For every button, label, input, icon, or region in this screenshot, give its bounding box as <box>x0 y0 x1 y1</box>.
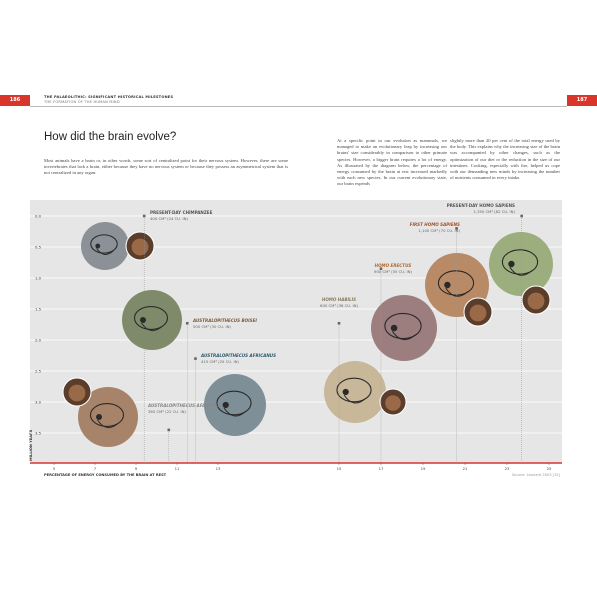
skull <box>336 377 372 403</box>
rule <box>30 106 567 107</box>
jaw <box>392 331 416 341</box>
skull <box>501 249 539 275</box>
species-name: PRESENT-DAY HOMO SAPIENS <box>447 203 515 208</box>
brain-size: 400 CM³ (24 CU. IN) <box>150 216 188 221</box>
paragraph: At a specific point in our evolution as … <box>337 138 447 187</box>
brain-size: 415 CM³ (25 CU. IN) <box>201 359 239 364</box>
jaw <box>97 419 119 428</box>
x-tick-label: 7 <box>94 466 97 471</box>
subsection-title: THE FORMATION OF THE HUMAN MIND <box>44 100 120 104</box>
skull <box>437 270 475 296</box>
y-tick-label: 0.0 <box>35 213 42 218</box>
species-circle <box>489 232 553 296</box>
x-tick-label: 17 <box>379 466 384 471</box>
jaw <box>223 407 247 417</box>
jaw <box>445 287 469 297</box>
point <box>455 227 458 230</box>
eye-socket <box>342 388 349 396</box>
species-name: AUSTRALOPITHECUS AFARENSIS <box>147 403 222 408</box>
page-number: 186 <box>0 95 30 106</box>
section-title: THE PALAEOLITHIC: SIGNIFICANT HISTORICAL… <box>44 95 174 99</box>
skull <box>90 234 118 254</box>
photo-face <box>469 304 487 322</box>
species-name: PRESENT-DAY CHIMPANZEE <box>150 210 213 215</box>
skull <box>89 403 125 427</box>
y-tick-label: 1.0 <box>35 275 42 280</box>
eye-socket <box>444 281 451 289</box>
species-name: AUSTRALOPITHECUS BOISEI <box>192 318 257 323</box>
point <box>379 267 383 270</box>
point <box>337 321 341 325</box>
x-tick-label: 21 <box>463 466 468 471</box>
species-circle <box>81 222 129 270</box>
eye-socket <box>222 401 229 409</box>
x-tick-label: 11 <box>175 466 180 471</box>
page-number: 187 <box>567 95 597 106</box>
species-name: HOMO ERECTUS <box>375 263 412 268</box>
brain-size: 600 CM³ (36 CU. IN) <box>320 303 358 308</box>
photo-face <box>385 395 401 411</box>
y-tick-label: 3.0 <box>35 399 42 404</box>
brain-size: 500 CM³ (30 CU. IN) <box>193 324 231 329</box>
skull <box>133 306 169 330</box>
x-axis-label: PERCENTAGE OF ENERGY CONSUMED BY THE BRA… <box>44 473 167 477</box>
y-tick-label: 2.5 <box>35 368 42 373</box>
species-circle <box>204 374 266 436</box>
brain-size: 365 CM³ (22 CU. IN) <box>148 409 186 414</box>
species-circle <box>371 295 437 361</box>
point <box>194 357 197 360</box>
jaw <box>509 266 533 276</box>
eye-socket <box>390 324 398 332</box>
eye-socket <box>96 414 102 420</box>
heading: How did the brain evolve? <box>44 131 177 143</box>
species-name: AUSTRALOPITHECUS AFRICANUS <box>200 353 276 358</box>
eye-socket <box>95 243 101 249</box>
jaw <box>141 322 163 331</box>
point <box>167 428 171 432</box>
x-tick-label: 15 <box>337 466 342 471</box>
x-tick-label: 13 <box>216 466 221 471</box>
x-tick-label: 5 <box>53 466 56 471</box>
species-name: FIRST HOMO SAPIENS <box>410 222 460 227</box>
species-circle <box>122 290 182 350</box>
point <box>520 214 523 218</box>
x-tick-label: 23 <box>505 466 510 471</box>
photo-face <box>68 384 86 402</box>
eye-socket <box>508 260 515 268</box>
point <box>185 321 189 325</box>
skull <box>384 312 422 340</box>
y-tick-label: 2.0 <box>35 337 42 342</box>
point <box>142 214 146 218</box>
paragraph: slightly more than 20 per cent of the to… <box>450 138 560 181</box>
eye-socket <box>140 317 146 323</box>
photo-face <box>527 292 545 310</box>
y-tick-label: 3.5 <box>35 430 42 435</box>
brain-size: 900 CM³ (55 CU. IN) <box>374 269 412 274</box>
species-name: HOMO HABILIS <box>322 297 356 302</box>
y-axis-label: MILLION YEARS <box>29 429 33 461</box>
x-tick-label: 25 <box>547 466 552 471</box>
jaw <box>96 248 114 255</box>
paragraph: Most animals have a brain or, in other w… <box>44 158 288 176</box>
skull <box>216 390 252 416</box>
y-tick-label: 1.5 <box>35 306 42 311</box>
source: Source: Leonard 2003 [15] <box>512 473 561 477</box>
species-circle <box>78 387 138 447</box>
y-tick-label: 0.5 <box>35 244 42 249</box>
x-tick-label: 9 <box>135 466 138 471</box>
jaw <box>343 394 367 404</box>
photo-face <box>131 238 149 256</box>
x-tick-label: 19 <box>421 466 426 471</box>
brain-size: 1,350 CM³ (82 CU. IN) <box>473 209 515 214</box>
brain-size: 1,100 CM³ (70 CU. IN) <box>418 228 460 233</box>
species-circle <box>324 361 386 423</box>
